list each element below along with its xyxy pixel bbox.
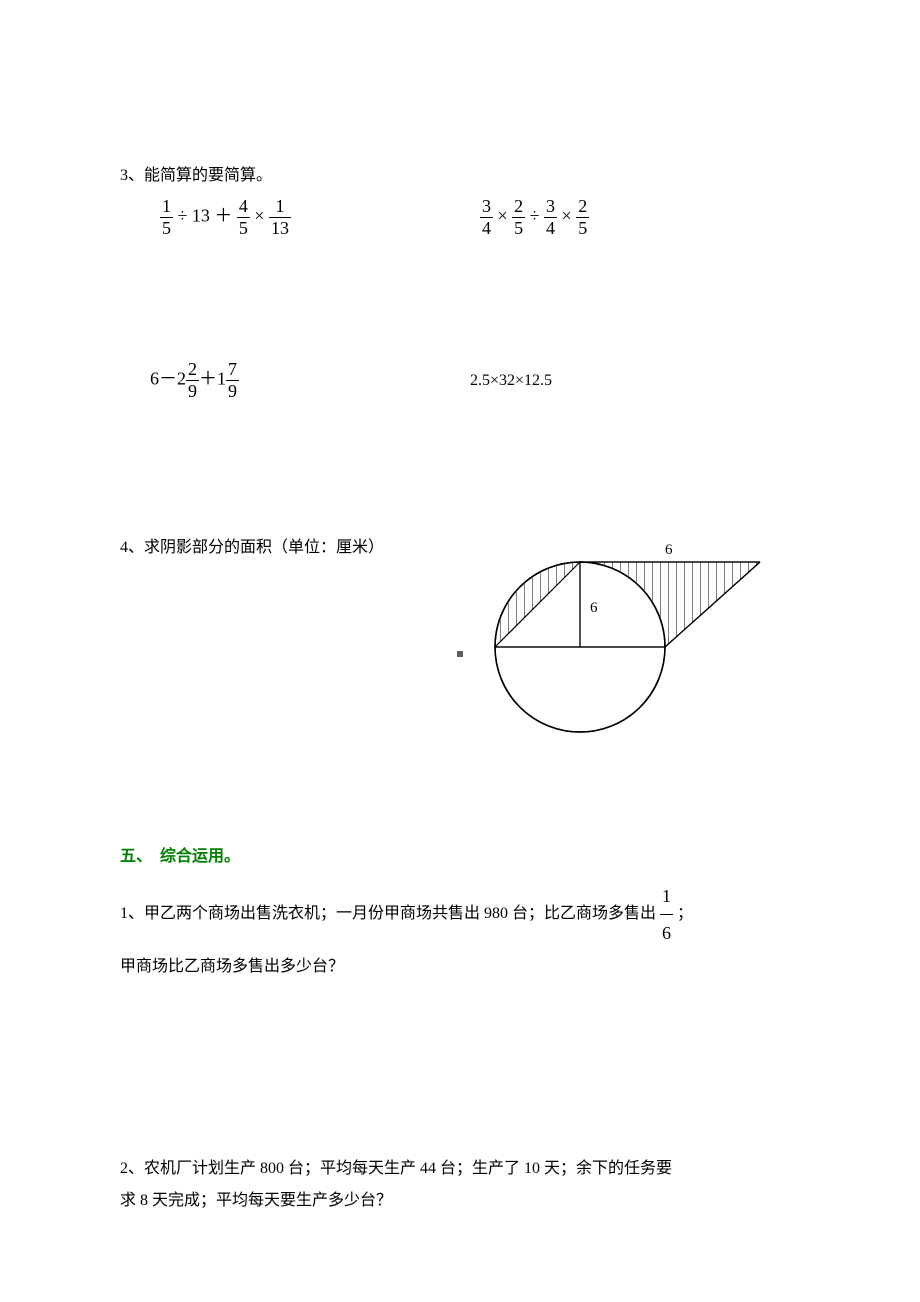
op-times: × (498, 206, 508, 226)
p2-line2: 求 8 天完成；平均每天要生产多少台？ (120, 1185, 800, 1217)
op-divide: ÷ (530, 206, 540, 226)
frac-num: 3 (480, 196, 493, 217)
section5-heading: 五、 综合运用。 (120, 842, 800, 866)
term: 13 (192, 206, 210, 226)
q3-expr4: 2.5×32×12.5 (470, 372, 800, 390)
frac-den: 9 (186, 380, 199, 402)
frac-num: 2 (186, 359, 199, 380)
frac-den: 5 (160, 217, 173, 239)
frac-num: 1 (269, 196, 291, 217)
term: 6－2 (150, 369, 186, 389)
frac-den: 5 (237, 217, 250, 239)
q4-figure: 6 6 (400, 532, 800, 742)
p1-line2: 甲商场比乙商场多售出多少台？ (120, 951, 800, 983)
frac-num: 1 (660, 878, 673, 914)
frac-num: 1 (160, 196, 173, 217)
op-plus: ＋ (214, 206, 232, 226)
op-divide: ÷ (178, 206, 188, 226)
frac-num: 4 (237, 196, 250, 217)
frac-num: 7 (226, 359, 239, 380)
frac-num: 2 (512, 196, 525, 217)
frac-num: 3 (544, 196, 557, 217)
p1-text: 1、甲乙两个商场出售洗衣机；一月份甲商场共售出 980 台；比乙商场多售出 (120, 905, 656, 922)
p1-sep: ； (677, 905, 693, 922)
p1-line1: 1、甲乙两个商场出售洗衣机；一月份甲商场共售出 980 台；比乙商场多售出 16… (120, 878, 800, 951)
frac-den: 9 (226, 380, 239, 402)
frac-num: 2 (576, 196, 589, 217)
q3-expr2: 34 × 25 ÷ 34 × 25 (480, 196, 800, 239)
radius-label: 6 (590, 600, 598, 616)
shaded-area-diagram: 6 6 (420, 532, 780, 742)
p2-line1: 2、农机厂计划生产 800 台；平均每天生产 44 台；生产了 10 天；余下的… (120, 1153, 800, 1185)
op-plus: ＋1 (199, 369, 226, 389)
top-label: 6 (665, 542, 673, 558)
q3-expr3: 6－229＋179 (150, 359, 470, 402)
frac-den: 5 (576, 217, 589, 239)
page-center-mark (456, 650, 464, 658)
frac-den: 6 (660, 914, 673, 951)
op-times: × (562, 206, 572, 226)
q3-title: 3、能简算的要简算。 (120, 160, 800, 192)
q4-title: 4、求阴影部分的面积（单位：厘米） (120, 532, 400, 564)
frac-den: 4 (480, 217, 493, 239)
op-times: × (254, 206, 264, 226)
frac-den: 13 (269, 217, 291, 239)
frac-den: 4 (544, 217, 557, 239)
q3-expr1: 15 ÷ 13 ＋ 45 × 113 (160, 196, 480, 239)
frac-den: 5 (512, 217, 525, 239)
